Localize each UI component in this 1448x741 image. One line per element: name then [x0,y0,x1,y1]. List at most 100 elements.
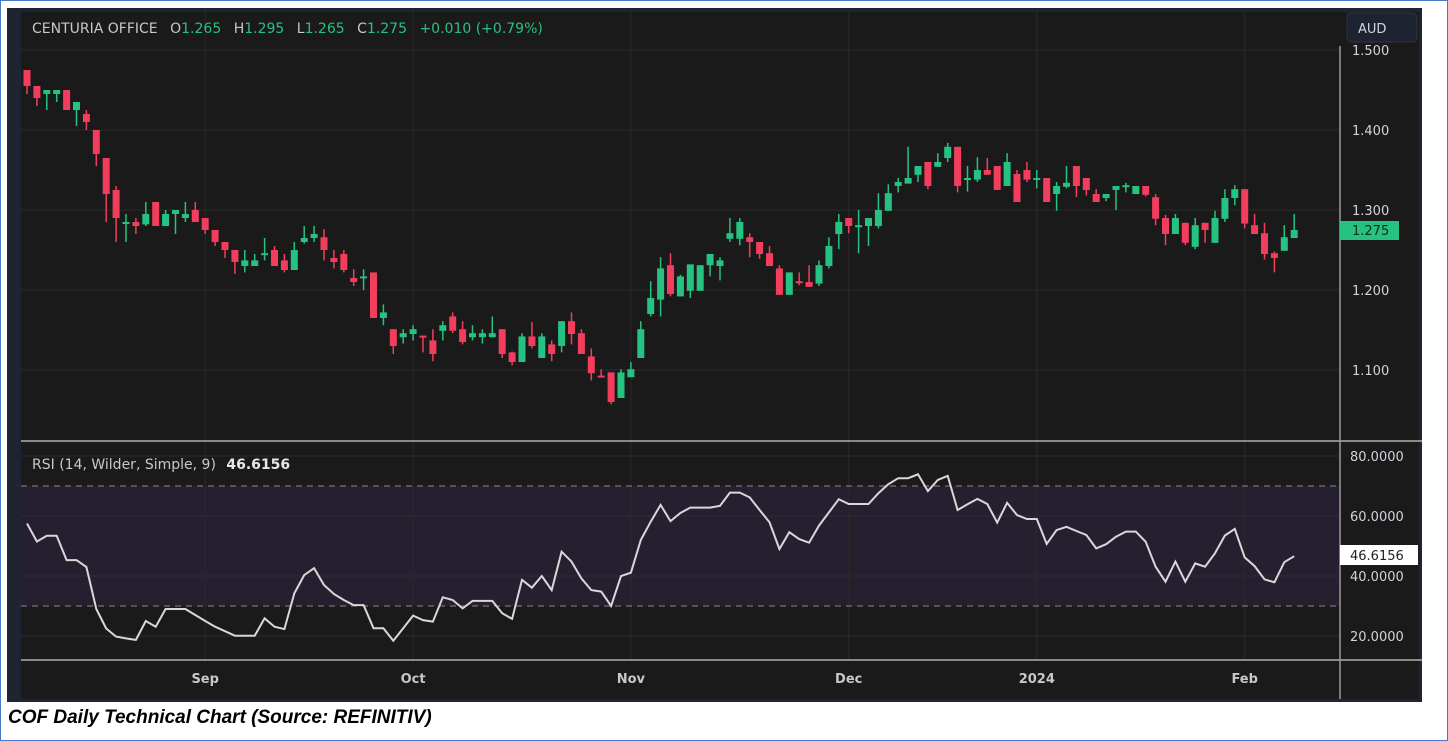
candle [389,329,397,354]
candle-body [350,278,358,282]
candle [1023,162,1031,182]
rsi-last-badge [1340,545,1418,565]
candle-body [162,214,170,226]
candle-body [716,260,724,266]
candle-body [370,272,377,318]
candle-body [993,166,1001,190]
candle [587,348,595,381]
candle-body [1162,218,1169,234]
candle [73,102,80,126]
change-value: +0.010 (+0.79%) [419,21,542,37]
candle-body [1063,182,1070,187]
candle [360,269,368,290]
candle-body [478,333,486,338]
candle-body [23,70,31,86]
candle-body [181,214,189,218]
candle [577,329,585,354]
time-tick-label: Sep [191,672,219,687]
symbol-legend: CENTURIA OFFICE O1.265 H1.295 L1.265 C1.… [32,21,543,37]
time-axis[interactable]: Sep Oct Nov Dec 2024 Feb [191,672,1257,687]
candle [419,335,427,353]
rsi-last-label: 46.6156 [1350,549,1404,564]
candle-body [825,246,833,266]
candle [756,242,764,259]
candle-body [617,372,625,398]
candle [1082,178,1090,196]
candle-body [132,222,140,226]
candle [280,254,288,273]
candle [459,321,467,345]
rsi-tick-label: 60.0000 [1350,510,1404,525]
candle [528,322,536,349]
candle [874,193,882,229]
rsi-axis[interactable]: 80.0000 60.0000 40.0000 20.0000 [1350,450,1404,645]
candle [1231,185,1239,206]
candle [1162,214,1169,246]
candle-body [954,146,962,186]
currency-button-label[interactable]: AUD [1358,22,1386,37]
candle-body [1270,253,1278,258]
candle-body [1072,166,1080,186]
candle-body [706,254,714,266]
candle [538,333,546,358]
time-tick-label: Nov [617,672,646,687]
candle [795,272,803,286]
candle-body [1082,178,1090,190]
candle [102,158,110,222]
candle-body [1023,170,1031,180]
currency-button[interactable]: AUD [1346,12,1418,43]
candle [1201,222,1209,243]
time-tick-label: 2024 [1019,672,1055,687]
candle-body [439,325,447,331]
candle-body [1142,186,1150,195]
candle-body [934,162,942,167]
candle-body [1181,222,1189,243]
candle [518,333,526,362]
candle [973,157,981,182]
price-axis[interactable]: 1.500 1.400 1.300 1.200 1.100 [1352,44,1389,379]
candle [92,130,100,166]
candle [172,210,179,234]
candle [983,158,991,175]
candle-body [469,333,476,338]
candle [1092,189,1100,202]
candle [350,269,358,286]
candle-body [33,86,41,98]
candle [409,325,417,341]
candle [676,274,684,297]
candle [330,250,338,269]
candle [667,253,674,297]
candle [1122,182,1130,193]
time-tick-label: Oct [401,672,426,687]
candle-body [340,254,348,270]
symbol-name: CENTURIA OFFICE [32,21,158,37]
candle [548,340,556,362]
candle [142,202,150,226]
candle-body [894,182,902,186]
high-value: 1.295 [244,21,284,37]
candle [805,265,813,287]
candle [568,312,575,345]
last-price-label: 1.275 [1352,224,1389,239]
candle-body [379,312,387,318]
candle-body [924,162,932,186]
candle-body [647,298,655,314]
candle [815,260,823,286]
candle [1181,222,1189,246]
candle [53,90,61,102]
candle-body [142,214,150,225]
candle [152,202,160,226]
candle [785,272,793,295]
rsi-legend-value: 46.6156 [226,457,290,473]
candle-body [587,356,595,374]
candle [775,265,783,295]
candle [1270,251,1278,273]
candle [1033,170,1041,189]
candle-body [280,260,288,270]
price-tick-label: 1.100 [1352,364,1389,379]
candle-body [1251,225,1259,234]
candle [825,237,833,269]
price-tick-label: 1.300 [1352,204,1389,219]
candle-body [973,170,981,180]
